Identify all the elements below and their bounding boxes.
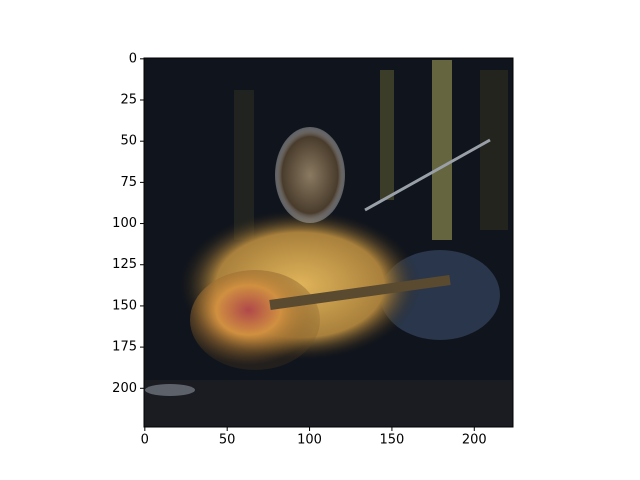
y-tick-label: 75 [120,175,137,190]
image [144,58,513,427]
y-tick-label: 100 [112,216,137,231]
y-tick-label: 0 [129,51,137,66]
axes-frame [143,57,514,428]
y-tick-label: 150 [112,298,137,313]
y-tick-label: 25 [120,93,137,108]
y-tick-label: 50 [120,134,137,149]
x-tick-label: 200 [462,433,487,448]
x-tick-label: 0 [141,433,149,448]
y-tick-label: 125 [112,257,137,272]
x-tick-label: 100 [297,433,322,448]
y-tick-label: 200 [112,381,137,396]
x-tick-label: 150 [380,433,405,448]
x-tick-label: 50 [219,433,236,448]
y-tick-label: 175 [112,340,137,355]
